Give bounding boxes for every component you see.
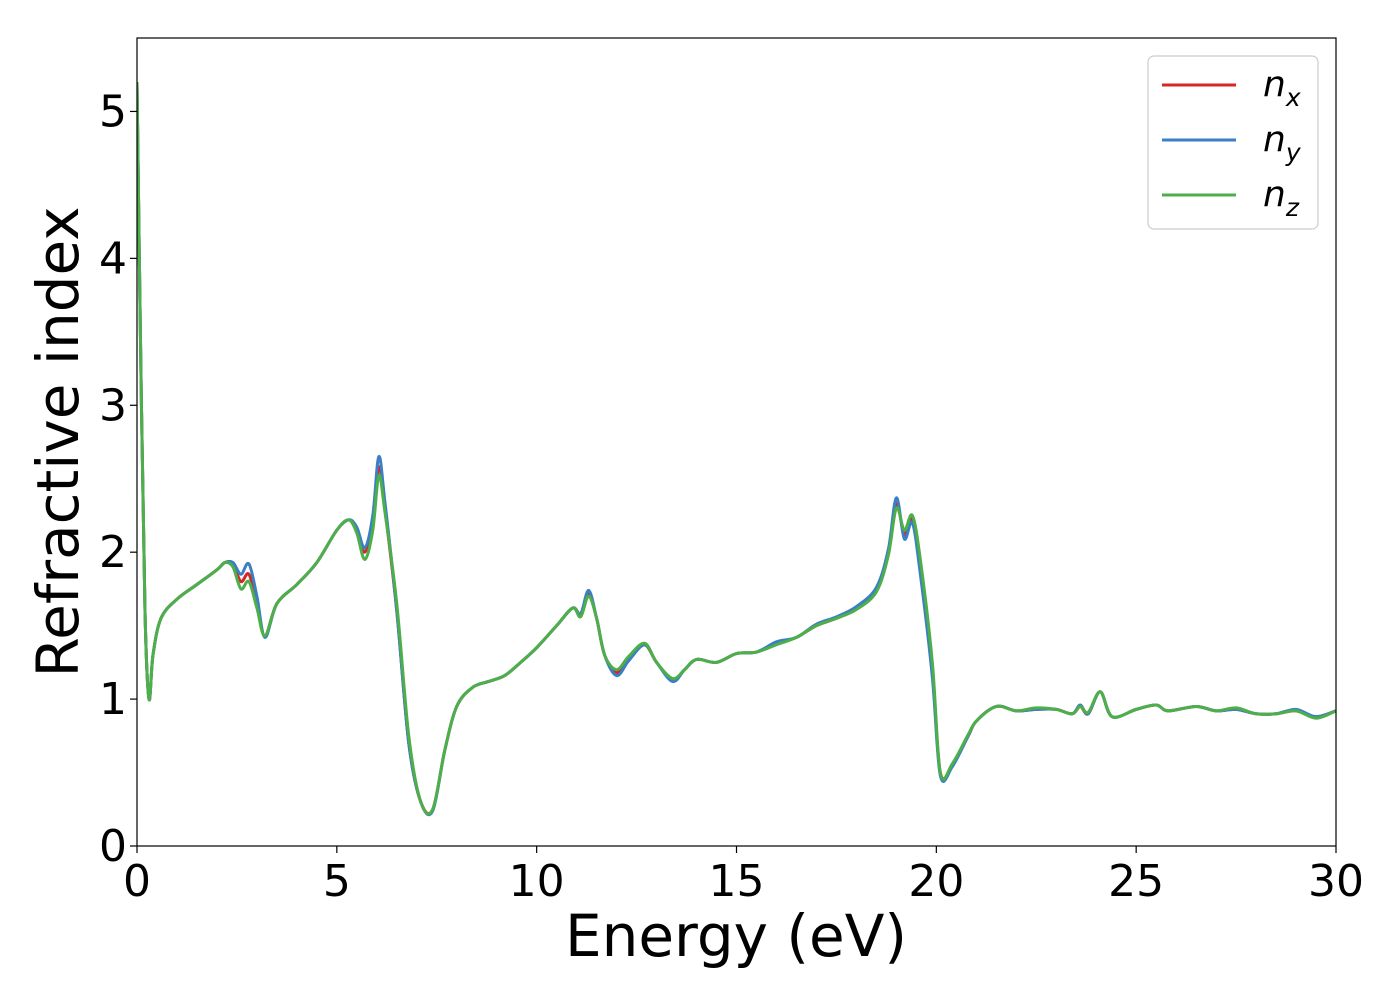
x-tick-label: 5: [323, 856, 351, 907]
series-layer: [137, 82, 1336, 817]
y-tick-label: 0: [99, 821, 127, 872]
x-tick-label: 25: [1108, 856, 1164, 907]
y-tick-label: 3: [99, 380, 127, 431]
x-tick-label: 20: [908, 856, 964, 907]
x-axis-label: Energy (eV): [565, 902, 907, 970]
y-axis-label: Refractive index: [24, 206, 92, 677]
x-tick-label: 10: [509, 856, 565, 907]
x-tick-label: 15: [709, 856, 765, 907]
y-axis: 0 1 2 3 4 5: [99, 86, 137, 872]
y-tick-label: 5: [99, 86, 127, 137]
y-tick-label: 4: [99, 233, 127, 284]
x-tick-label: 30: [1308, 856, 1364, 907]
y-tick-label: 2: [99, 527, 127, 578]
x-axis: 0 5 10 15 20 25 30: [123, 846, 1364, 907]
y-tick-label: 1: [99, 674, 127, 725]
legend-box: [1147, 55, 1319, 230]
series-line-nz: [137, 82, 1336, 816]
x-tick-label: 0: [123, 856, 151, 907]
